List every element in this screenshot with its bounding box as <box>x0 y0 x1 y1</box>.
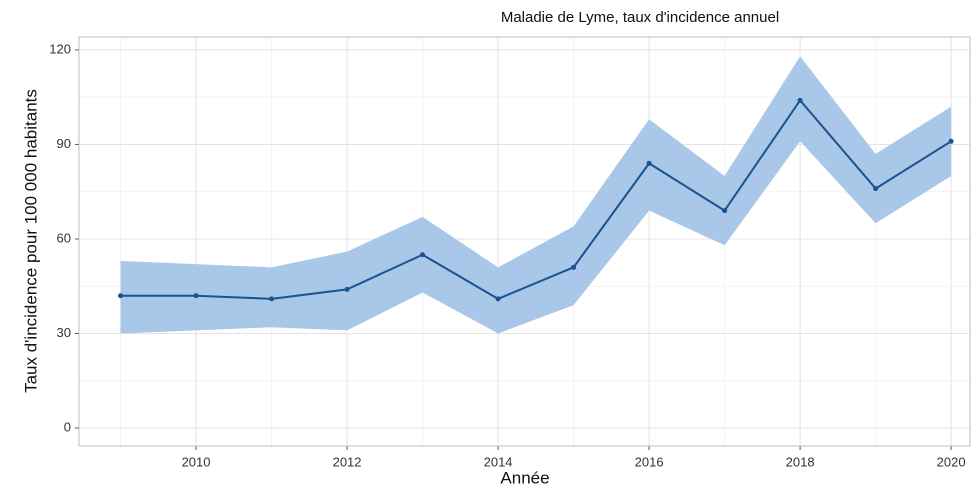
y-tick-label: 60 <box>57 230 71 245</box>
x-tick-label: 2010 <box>182 454 211 469</box>
x-tick-label: 2012 <box>333 454 362 469</box>
x-axis-title: Année <box>500 468 549 487</box>
y-axis-title: Taux d'incidence pour 100 000 habitants <box>21 89 40 393</box>
point <box>495 296 501 302</box>
point <box>948 138 954 144</box>
y-tick-label: 0 <box>64 419 71 434</box>
line <box>120 98 952 300</box>
y-tick-label: 90 <box>57 136 71 151</box>
y-tick-label: 30 <box>57 325 71 340</box>
point <box>571 264 577 270</box>
point <box>269 296 275 302</box>
plot-border <box>78 36 971 447</box>
point <box>420 252 426 258</box>
confidence-band <box>120 56 952 334</box>
point <box>873 186 879 192</box>
x-tick-label: 2020 <box>937 454 966 469</box>
point <box>193 293 199 299</box>
chart-title: Maladie de Lyme, taux d'incidence annuel <box>501 9 779 26</box>
point <box>118 293 124 299</box>
x-tick-label: 2014 <box>484 454 513 469</box>
point <box>646 160 652 166</box>
point <box>722 208 728 214</box>
x-tick-label: 2016 <box>635 454 664 469</box>
point <box>344 286 350 292</box>
x-tick-label: 2018 <box>786 454 815 469</box>
y-tick-label: 120 <box>49 41 71 56</box>
point <box>797 97 803 103</box>
